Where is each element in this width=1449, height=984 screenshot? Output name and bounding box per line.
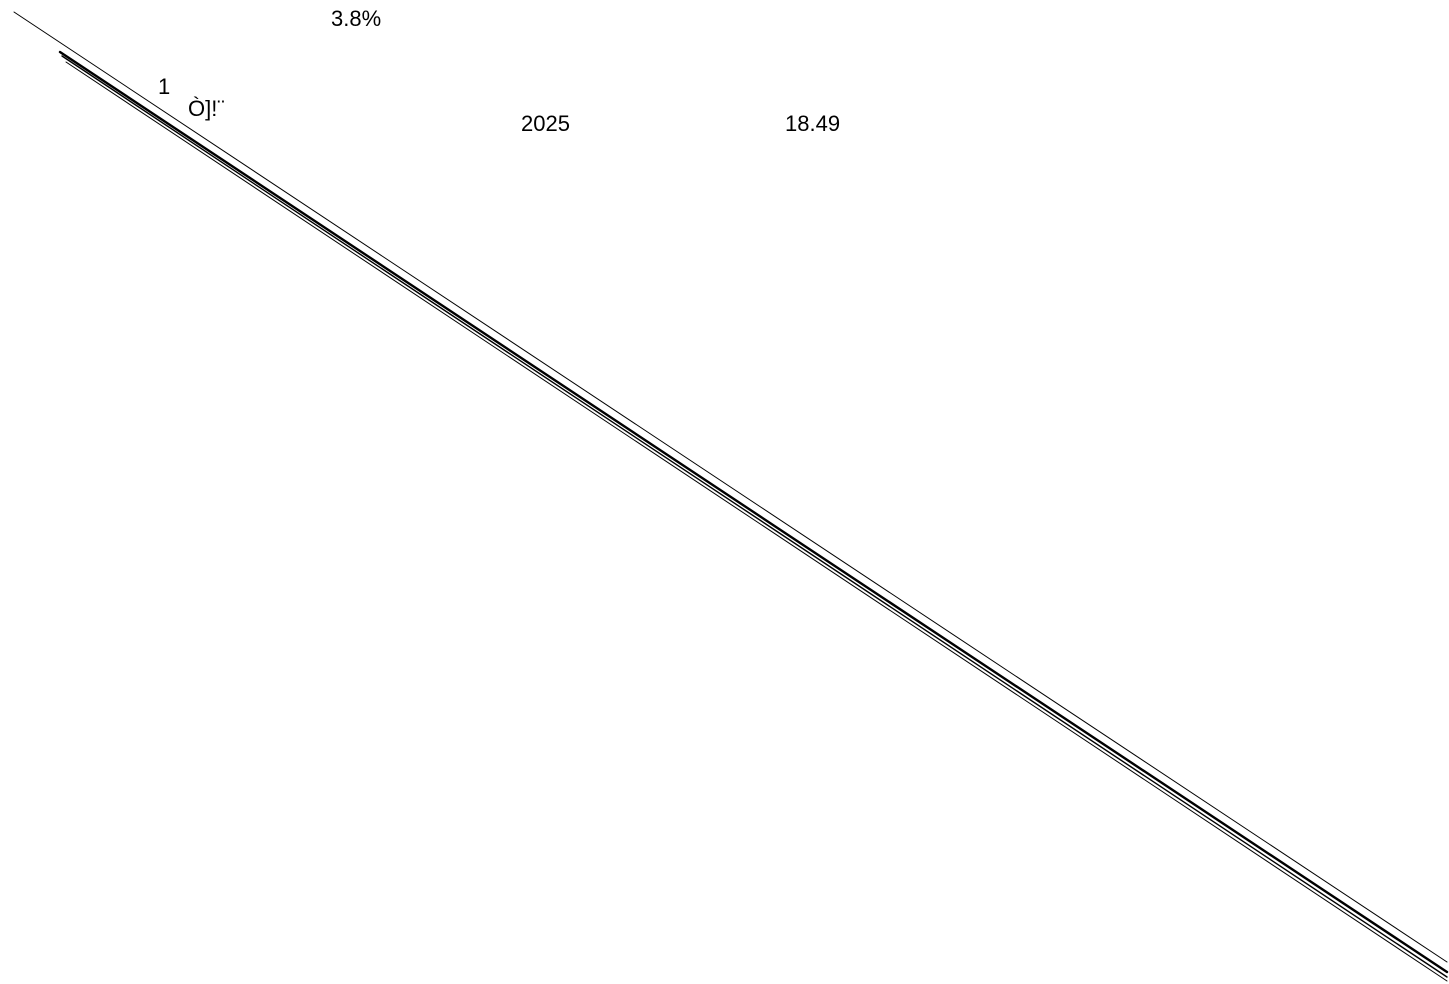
diagonal-stroke-secondary: [61, 55, 1448, 978]
percent-label: 3.8%: [331, 6, 382, 31]
diagonal-stroke-thin-inner: [65, 61, 1448, 982]
value-label: 18.49: [785, 111, 841, 136]
index-label: 1: [158, 74, 171, 99]
diagonal-stroke-main: [58, 50, 1449, 974]
glyph-label: Ò]!¨: [188, 96, 225, 121]
year-label: 2025: [521, 111, 570, 136]
diagonal-stroke-thin-outer: [13, 11, 1448, 963]
